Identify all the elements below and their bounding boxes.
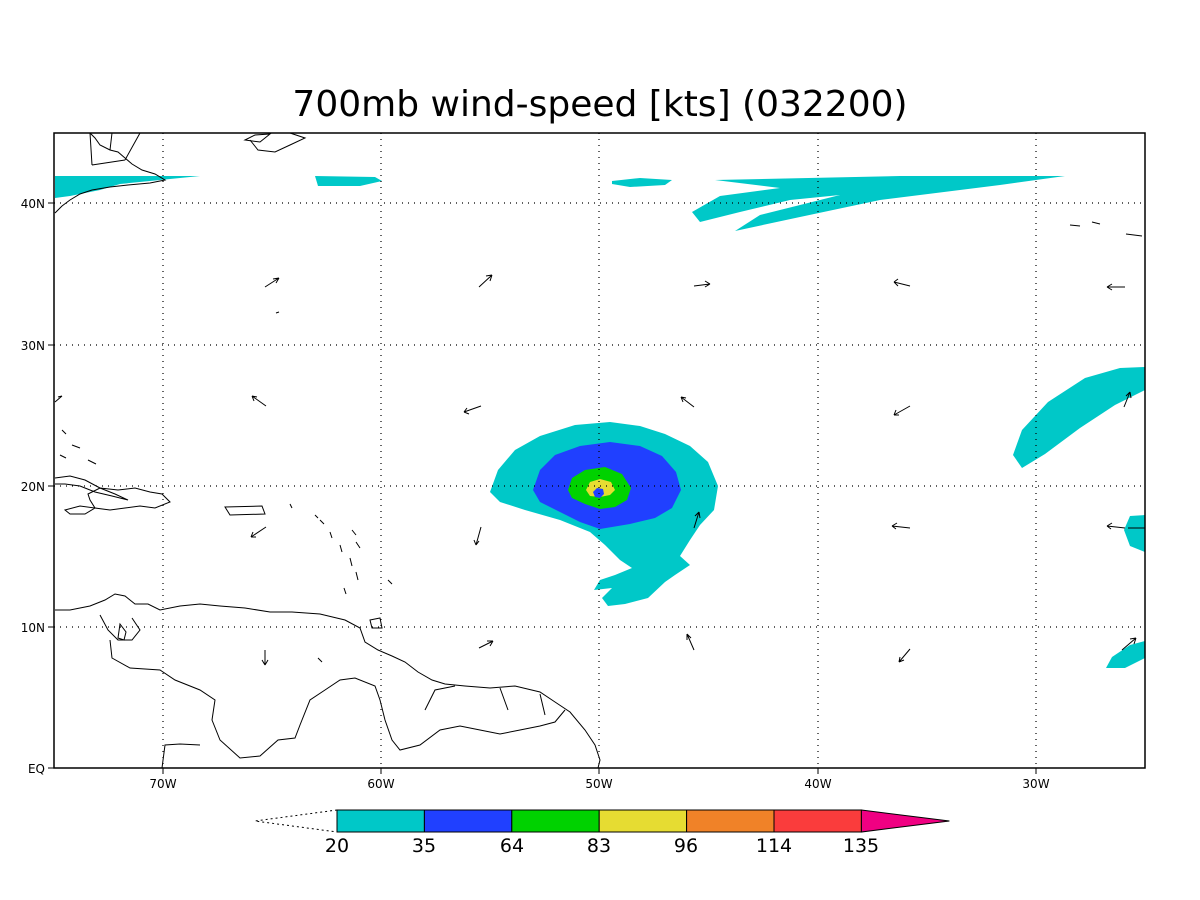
wind-arrow: [680, 396, 695, 408]
colorbar-swatches: [336, 809, 950, 833]
north-america-coast: [54, 132, 307, 214]
map-panel: [53, 132, 1146, 769]
south-america-borders: [109, 639, 566, 769]
wind-arrow: [261, 650, 269, 666]
colorbar-swatch: [423, 809, 513, 833]
wind-arrow: [1106, 522, 1145, 530]
lat-tick-label: 40N: [21, 197, 45, 211]
colorbar-swatch: [686, 809, 775, 833]
colorbar-label: 96: [674, 835, 698, 857]
lon-tick-label: 60W: [367, 777, 394, 791]
colorbar-label: 35: [412, 835, 436, 857]
wind-arrow: [686, 633, 695, 651]
wind-arrow: [264, 277, 280, 288]
longitude-axis: 70W 60W 50W 40W 30W: [149, 768, 1050, 791]
wind-arrow: [1123, 391, 1132, 408]
coastlines: [54, 132, 1143, 769]
wind-arrow: [1106, 283, 1125, 291]
colorbar-swatch: [336, 809, 425, 833]
lat-tick-label: EQ: [28, 762, 45, 776]
colorbar-label: 83: [587, 835, 611, 857]
wind-arrow: [473, 526, 482, 546]
map-title: 700mb wind-speed [kts] (032200): [292, 84, 907, 125]
lat-tick-label: 10N: [21, 621, 45, 635]
colorbar-label: 20: [325, 835, 349, 857]
colorbar-swatch: [860, 809, 950, 833]
wind-jet-streak: [692, 176, 1065, 231]
lon-tick-label: 40W: [804, 777, 831, 791]
wind-arrow: [893, 278, 911, 287]
wind-band-east: [1013, 367, 1145, 468]
colorbar-label: 114: [756, 835, 792, 857]
wind-arrow: [54, 395, 63, 403]
lat-tick-label: 20N: [21, 480, 45, 494]
wind-arrow: [893, 405, 911, 416]
wind-arrow: [463, 405, 482, 415]
colorbar-swatch: [598, 809, 688, 833]
lon-tick-label: 30W: [1022, 777, 1049, 791]
wind-arrow: [693, 511, 701, 529]
wind-band-east-2: [1124, 515, 1145, 552]
wind-arrow: [250, 526, 267, 538]
wind-arrow: [251, 395, 267, 407]
us-state-lines: [89, 132, 141, 166]
small-islands: [317, 221, 1143, 663]
lon-tick-label: 70W: [149, 777, 176, 791]
wind-arrow: [275, 311, 280, 314]
wind-band-62w: [315, 176, 382, 186]
puerto-rico-coast: [224, 505, 266, 516]
wind-arrow: [898, 648, 911, 663]
wind-band-45w-small: [612, 178, 672, 187]
wind-arrow: [891, 522, 911, 530]
gulf-of-venezuela: [99, 614, 141, 641]
wind-band-east-3: [1106, 641, 1145, 668]
lake-maracaibo: [117, 622, 127, 641]
lesser-antilles: [289, 503, 393, 595]
wind-band-coast: [55, 176, 200, 198]
cuba-coast: [54, 475, 129, 501]
colorbar-label: 135: [843, 835, 879, 857]
wind-arrow: [693, 280, 711, 288]
colorbar-label: 64: [500, 835, 524, 857]
latitude-axis: 40N 30N 20N 10N EQ: [21, 197, 54, 776]
bahamas: [59, 429, 97, 465]
south-america-coast: [55, 593, 601, 769]
colorbar-lower-extension: [254, 809, 338, 833]
lat-tick-label: 30N: [21, 339, 45, 353]
trinidad: [369, 617, 383, 629]
wind-vectors: [54, 274, 1145, 666]
jamaica-coast: [63, 505, 97, 515]
colorbar-swatch: [511, 809, 600, 833]
lon-tick-label: 50W: [585, 777, 612, 791]
wind-arrow: [478, 640, 494, 649]
colorbar-swatch: [773, 809, 862, 833]
wind-arrow: [1121, 637, 1137, 651]
colorbar: 20 35 64 83 96 114 135: [254, 809, 950, 857]
newfoundland-coast: [243, 133, 272, 143]
wind-arrow: [478, 274, 493, 288]
